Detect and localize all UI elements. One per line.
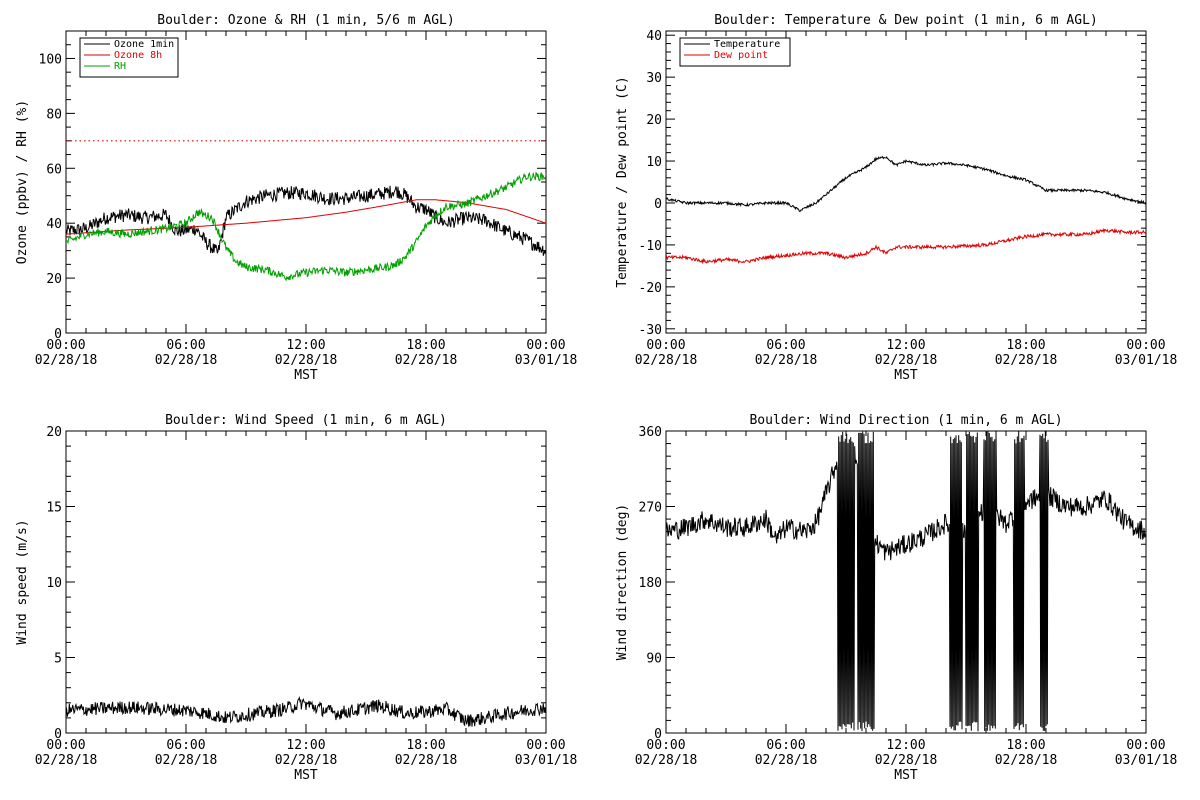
y-tick-label: -20: [639, 281, 662, 296]
x-tick-time: 18:00: [406, 738, 445, 753]
y-tick-label: 0: [54, 327, 62, 342]
x-tick-date: 02/28/18: [395, 753, 458, 768]
x-tick-date: 02/28/18: [875, 353, 938, 368]
series-line-temperature: [666, 155, 1146, 213]
chart-title: Boulder: Wind Direction (1 min, 6 m AGL): [749, 413, 1062, 428]
y-tick-label: -10: [639, 239, 662, 254]
x-tick-date: 02/28/18: [395, 353, 458, 368]
plot-frame: [65, 430, 547, 734]
y-tick-label: 30: [646, 71, 662, 86]
x-tick-time: 00:00: [1126, 738, 1165, 753]
y-tick-label: 100: [39, 52, 62, 67]
y-axis-label: Wind direction (deg): [615, 504, 630, 661]
x-tick-time: 12:00: [886, 738, 925, 753]
x-tick-time: 12:00: [886, 338, 925, 353]
x-tick-date: 02/28/18: [755, 353, 818, 368]
series-line-ozone-1min: [66, 185, 546, 256]
y-tick-label: 0: [54, 727, 62, 742]
y-tick-label: 15: [46, 501, 62, 516]
panel-temp: Boulder: Temperature & Dew point (1 min,…: [615, 13, 1177, 383]
y-tick-label: 5: [54, 652, 62, 667]
y-tick-label: 40: [46, 217, 62, 232]
y-tick-label: 0: [654, 727, 662, 742]
x-tick-date: 02/28/18: [635, 753, 698, 768]
x-axis-label: MST: [294, 368, 318, 383]
x-tick-date: 02/28/18: [35, 753, 98, 768]
x-tick-date: 02/28/18: [155, 753, 218, 768]
x-tick-date: 02/28/18: [635, 353, 698, 368]
legend-label: Temperature: [714, 39, 780, 50]
x-tick-date: 02/28/18: [875, 753, 938, 768]
y-tick-label: 270: [639, 501, 662, 516]
y-tick-label: 20: [46, 425, 62, 440]
x-tick-date: 02/28/18: [155, 353, 218, 368]
x-tick-time: 06:00: [766, 338, 805, 353]
x-tick-date: 02/28/18: [755, 753, 818, 768]
y-tick-label: 90: [646, 652, 662, 667]
x-tick-time: 00:00: [46, 338, 85, 353]
panel-wdir: Boulder: Wind Direction (1 min, 6 m AGL)…: [615, 413, 1177, 783]
y-tick-label: 80: [46, 107, 62, 122]
x-tick-time: 00:00: [646, 338, 685, 353]
y-tick-label: 10: [46, 576, 62, 591]
plot-frame: [665, 30, 1147, 334]
x-tick-time: 06:00: [166, 738, 205, 753]
x-tick-date: 03/01/18: [515, 753, 578, 768]
legend-label: RH: [114, 61, 126, 72]
x-tick-time: 12:00: [286, 338, 325, 353]
y-tick-label: 0: [654, 197, 662, 212]
x-tick-date: 02/28/18: [275, 353, 338, 368]
y-axis-label: Wind speed (m/s): [15, 519, 30, 644]
x-tick-date: 02/28/18: [275, 753, 338, 768]
panel-ozone: Boulder: Ozone & RH (1 min, 5/6 m AGL)00…: [15, 13, 577, 383]
x-axis-label: MST: [894, 368, 918, 383]
x-tick-date: 03/01/18: [1115, 753, 1178, 768]
series-line-rh: [66, 171, 546, 282]
x-tick-date: 03/01/18: [515, 353, 578, 368]
x-tick-time: 18:00: [1006, 738, 1045, 753]
y-tick-label: 60: [46, 162, 62, 177]
y-tick-label: 20: [646, 113, 662, 128]
x-tick-date: 02/28/18: [995, 753, 1058, 768]
x-tick-time: 00:00: [526, 738, 565, 753]
y-tick-label: 40: [646, 29, 662, 44]
x-tick-date: 02/28/18: [995, 353, 1058, 368]
y-tick-label: 10: [646, 155, 662, 170]
y-tick-label: -30: [639, 323, 662, 338]
legend-label: Ozone 1min: [114, 39, 174, 50]
series-line-wspd: [66, 696, 546, 727]
x-tick-time: 00:00: [46, 738, 85, 753]
legend-label: Ozone 8h: [114, 50, 162, 61]
x-tick-time: 06:00: [166, 338, 205, 353]
series-line-wdir: [666, 431, 1146, 732]
chart-title: Boulder: Wind Speed (1 min, 6 m AGL): [165, 413, 447, 428]
y-tick-label: 180: [639, 576, 662, 591]
x-tick-date: 02/28/18: [35, 353, 98, 368]
x-axis-label: MST: [294, 768, 318, 783]
plot-frame: [665, 430, 1147, 734]
x-tick-time: 00:00: [526, 338, 565, 353]
x-tick-date: 03/01/18: [1115, 353, 1178, 368]
y-tick-label: 360: [639, 425, 662, 440]
legend-label: Dew point: [714, 50, 768, 61]
legend-box: [679, 37, 791, 67]
y-axis-label: Temperature / Dew point (C): [615, 76, 630, 287]
series-line-dew-point: [666, 227, 1146, 265]
chart-title: Boulder: Ozone & RH (1 min, 5/6 m AGL): [157, 13, 454, 28]
panel-wspd: Boulder: Wind Speed (1 min, 6 m AGL) 00:0…: [15, 413, 577, 783]
x-tick-time: 00:00: [1126, 338, 1165, 353]
x-tick-time: 06:00: [766, 738, 805, 753]
y-axis-label: Ozone (ppbv) / RH (%): [15, 100, 30, 264]
x-tick-time: 12:00: [286, 738, 325, 753]
x-tick-time: 18:00: [1006, 338, 1045, 353]
x-tick-time: 00:00: [646, 738, 685, 753]
x-tick-time: 18:00: [406, 338, 445, 353]
y-tick-label: 20: [46, 272, 62, 287]
chart-title: Boulder: Temperature & Dew point (1 min,…: [714, 13, 1098, 28]
x-axis-label: MST: [894, 768, 918, 783]
